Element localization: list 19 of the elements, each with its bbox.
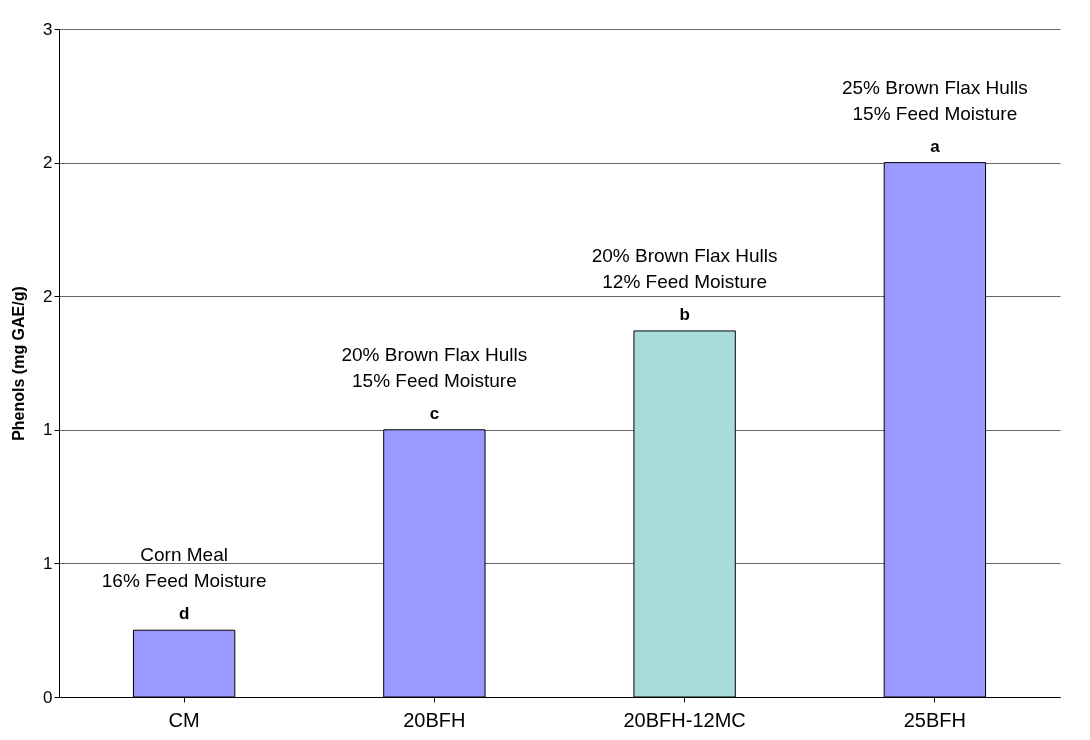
y-tick-label: 2 <box>43 153 53 173</box>
x-tick-label: 25BFH <box>903 708 966 731</box>
annotation: c <box>429 403 440 423</box>
y-tick-label: 2 <box>43 286 53 306</box>
annotation: 25% Brown Flax Hulls 15% Feed Moisture <box>841 76 1028 124</box>
annotation: a <box>930 136 941 156</box>
y-tick-label: 1 <box>43 420 53 440</box>
y-tick-label: 1 <box>43 553 53 573</box>
annotation: Corn Meal 16% Feed Moisture <box>101 544 267 592</box>
annotation: 20% Brown Flax Hulls 15% Feed Moisture <box>341 343 528 391</box>
x-tick-label: CM <box>168 708 200 731</box>
y-tick-label: 0 <box>43 687 53 707</box>
y-axis-title: Phenols (mg GAE/g) <box>10 286 28 441</box>
annotation: 20% Brown Flax Hulls 12% Feed Moisture <box>591 244 778 292</box>
y-tick-label: 3 <box>43 19 53 39</box>
x-tick-label: 20BFH <box>403 708 466 731</box>
annotation: d <box>178 604 190 624</box>
annotation: b <box>679 304 690 324</box>
x-tick-label: 20BFH-12MC <box>623 708 746 731</box>
